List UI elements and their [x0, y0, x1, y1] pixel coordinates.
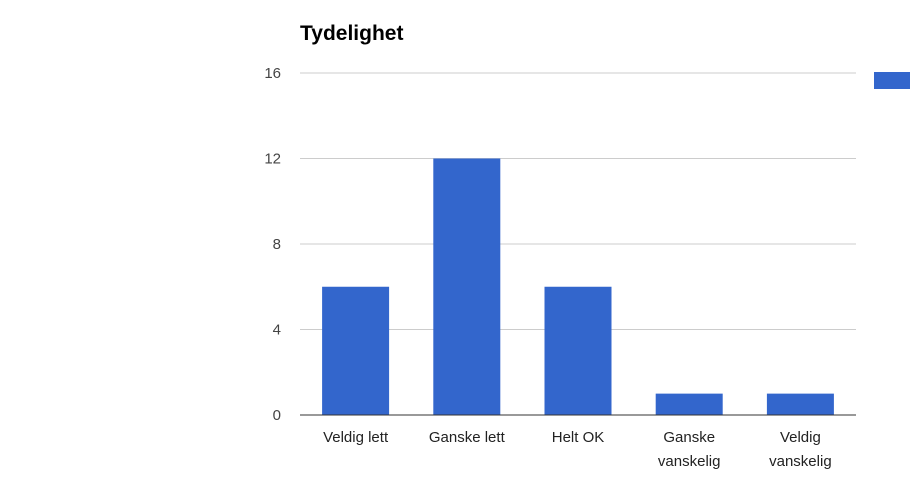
y-tick-label: 12 [264, 151, 281, 168]
y-axis-ticks: 0 4 8 12 16 [264, 65, 281, 424]
x-tick-label: Veldig [780, 429, 821, 446]
bar[interactable] [322, 286, 390, 415]
y-tick-label: 16 [264, 65, 281, 82]
y-tick-label: 4 [273, 322, 281, 339]
x-axis-labels: Veldig lett Ganske lett Helt OK Ganske vansk… [323, 429, 832, 470]
chart-title: Tydelighet [300, 22, 403, 45]
bar[interactable] [766, 393, 834, 415]
x-tick-label: vanskelig [769, 453, 832, 470]
bars [322, 158, 834, 416]
bar[interactable] [433, 158, 501, 416]
bar[interactable] [544, 286, 612, 415]
x-tick-label: Ganske [663, 429, 715, 446]
x-tick-label: vanskelig [658, 453, 721, 470]
x-tick-label: Veldig lett [323, 429, 389, 446]
y-tick-label: 0 [273, 407, 281, 424]
legend-swatch[interactable] [874, 72, 910, 89]
x-tick-label: Helt OK [552, 429, 605, 446]
x-tick-label: Ganske lett [429, 429, 506, 446]
bar[interactable] [655, 393, 723, 415]
y-tick-label: 8 [273, 236, 281, 253]
